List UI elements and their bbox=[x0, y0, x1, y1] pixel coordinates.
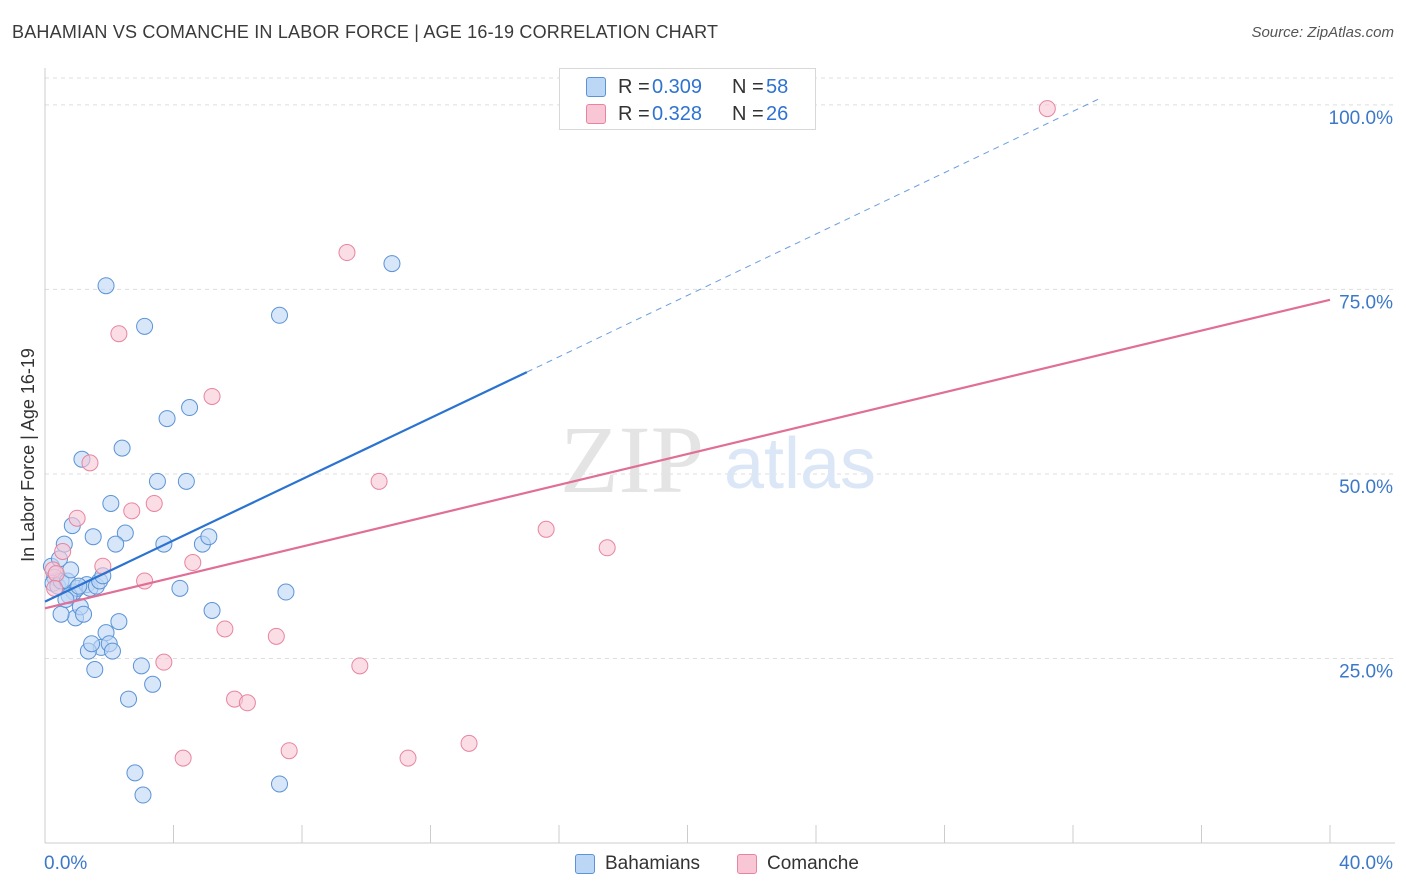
bahamian-point bbox=[110, 613, 128, 631]
bahamian-point bbox=[171, 579, 189, 597]
legend-r-label: R = bbox=[618, 102, 650, 125]
bahamian-point bbox=[277, 583, 295, 601]
chart-title: BAHAMIAN VS COMANCHE IN LABOR FORCE | AG… bbox=[12, 22, 719, 42]
comanche-point bbox=[1038, 100, 1056, 118]
legend-row-comanche: R = 0.328 N = 26 bbox=[586, 101, 788, 127]
bahamian-point bbox=[181, 399, 199, 417]
bahamian-point bbox=[177, 472, 195, 490]
bahamian-point bbox=[116, 524, 134, 542]
comanche-point bbox=[399, 749, 417, 767]
bahamian-point bbox=[383, 255, 401, 273]
comanche-point bbox=[145, 494, 163, 512]
comanche-point bbox=[123, 502, 141, 520]
legend-r-value: 0.328 bbox=[652, 102, 703, 125]
y-tick-label: 100.0% bbox=[1329, 108, 1394, 129]
bahamian-point bbox=[134, 786, 152, 804]
bahamian-point bbox=[52, 605, 70, 623]
bahamian-point bbox=[62, 561, 80, 579]
bottom-legend-comanche: Comanche bbox=[737, 852, 859, 876]
bottom-legend-bahamians: Bahamians bbox=[575, 852, 700, 876]
watermark-zip: ZIP bbox=[560, 406, 704, 513]
bahamian-point bbox=[132, 657, 150, 675]
comanche-point bbox=[174, 749, 192, 767]
bahamian-point bbox=[97, 277, 115, 295]
y-axis-title: In Labor Force | Age 16-19 bbox=[18, 348, 38, 562]
legend-n-label: N = bbox=[732, 102, 764, 125]
bahamian-point bbox=[107, 535, 125, 553]
y-tick-label: 25.0% bbox=[1339, 661, 1393, 682]
comanche-point bbox=[216, 620, 234, 638]
bahamian-point bbox=[113, 439, 131, 457]
legend-r-value: 0.309 bbox=[652, 75, 703, 98]
bahamian-point bbox=[120, 690, 138, 708]
legend-row-bahamians: R = 0.309 N = 58 bbox=[586, 74, 788, 100]
x-tick-label: 40.0% bbox=[1339, 853, 1393, 874]
comanche-point bbox=[267, 627, 285, 645]
legend-n-value: 58 bbox=[766, 75, 789, 98]
comanche-point bbox=[537, 520, 555, 538]
grid-layer bbox=[45, 77, 1395, 659]
bahamian-point bbox=[271, 775, 289, 793]
comanche-point bbox=[238, 694, 256, 712]
bahamian-point bbox=[144, 675, 162, 693]
y-tick-label: 75.0% bbox=[1339, 292, 1393, 313]
bahamian-point bbox=[136, 317, 154, 335]
comanche-point bbox=[280, 742, 298, 760]
bahamian-point bbox=[84, 528, 102, 546]
source-credit: Source: ZipAtlas.com bbox=[1251, 24, 1394, 41]
comanche-point bbox=[110, 325, 128, 343]
comanche-point bbox=[54, 542, 72, 560]
comanche-point bbox=[338, 244, 356, 262]
comanche-point bbox=[460, 734, 478, 752]
bottom-legend-label-bahamians: Bahamians bbox=[605, 853, 701, 874]
comanche-point bbox=[351, 657, 369, 675]
comanche-point bbox=[184, 554, 202, 572]
legend-r-label: R = bbox=[618, 75, 650, 98]
bahamian-point bbox=[271, 306, 289, 324]
bottom-legend-label-comanche: Comanche bbox=[767, 853, 859, 874]
bahamian-point bbox=[83, 635, 101, 653]
comanche-point bbox=[203, 387, 221, 405]
watermark-atlas: atlas bbox=[724, 424, 876, 504]
comanche-point bbox=[155, 653, 173, 671]
y-tick-label: 50.0% bbox=[1339, 477, 1393, 498]
comanche-point bbox=[598, 539, 616, 557]
legend-n-value: 26 bbox=[766, 102, 789, 125]
bahamian-point bbox=[75, 605, 93, 623]
trend-layer bbox=[44, 98, 1331, 610]
watermark: ZIP atlas bbox=[560, 406, 876, 513]
points-layer bbox=[42, 100, 1056, 804]
stats-legend: R = 0.309 N = 58 R = 0.328 N = 26 bbox=[559, 68, 816, 130]
bahamian-point bbox=[148, 472, 166, 490]
legend-swatch-bahamians bbox=[586, 77, 606, 97]
axes-layer bbox=[44, 68, 1395, 844]
comanche-point bbox=[47, 565, 65, 583]
bahamian-trend-extension bbox=[526, 98, 1099, 373]
bahamian-point bbox=[103, 642, 121, 660]
bahamian-point bbox=[102, 494, 120, 512]
bottom-legend-swatch-comanche bbox=[737, 854, 757, 874]
legend-n-label: N = bbox=[732, 75, 764, 98]
bottom-legend-swatch-bahamians bbox=[575, 854, 595, 874]
bahamian-point bbox=[126, 764, 144, 782]
comanche-point bbox=[370, 472, 388, 490]
bahamian-trend-line bbox=[44, 371, 528, 603]
labels-layer: 25.0% 50.0% 75.0% 100.0% 0.0% 40.0% In Labor F… bbox=[18, 108, 1393, 874]
bahamian-point bbox=[200, 528, 218, 546]
comanche-trend-line bbox=[44, 298, 1331, 610]
bahamian-point bbox=[158, 410, 176, 428]
legend-swatch-comanche bbox=[586, 104, 606, 124]
comanche-point bbox=[81, 454, 99, 472]
comanche-point bbox=[68, 509, 86, 527]
x-tick-label: 0.0% bbox=[44, 853, 87, 874]
bahamian-point bbox=[203, 602, 221, 619]
bahamian-point bbox=[86, 661, 104, 679]
